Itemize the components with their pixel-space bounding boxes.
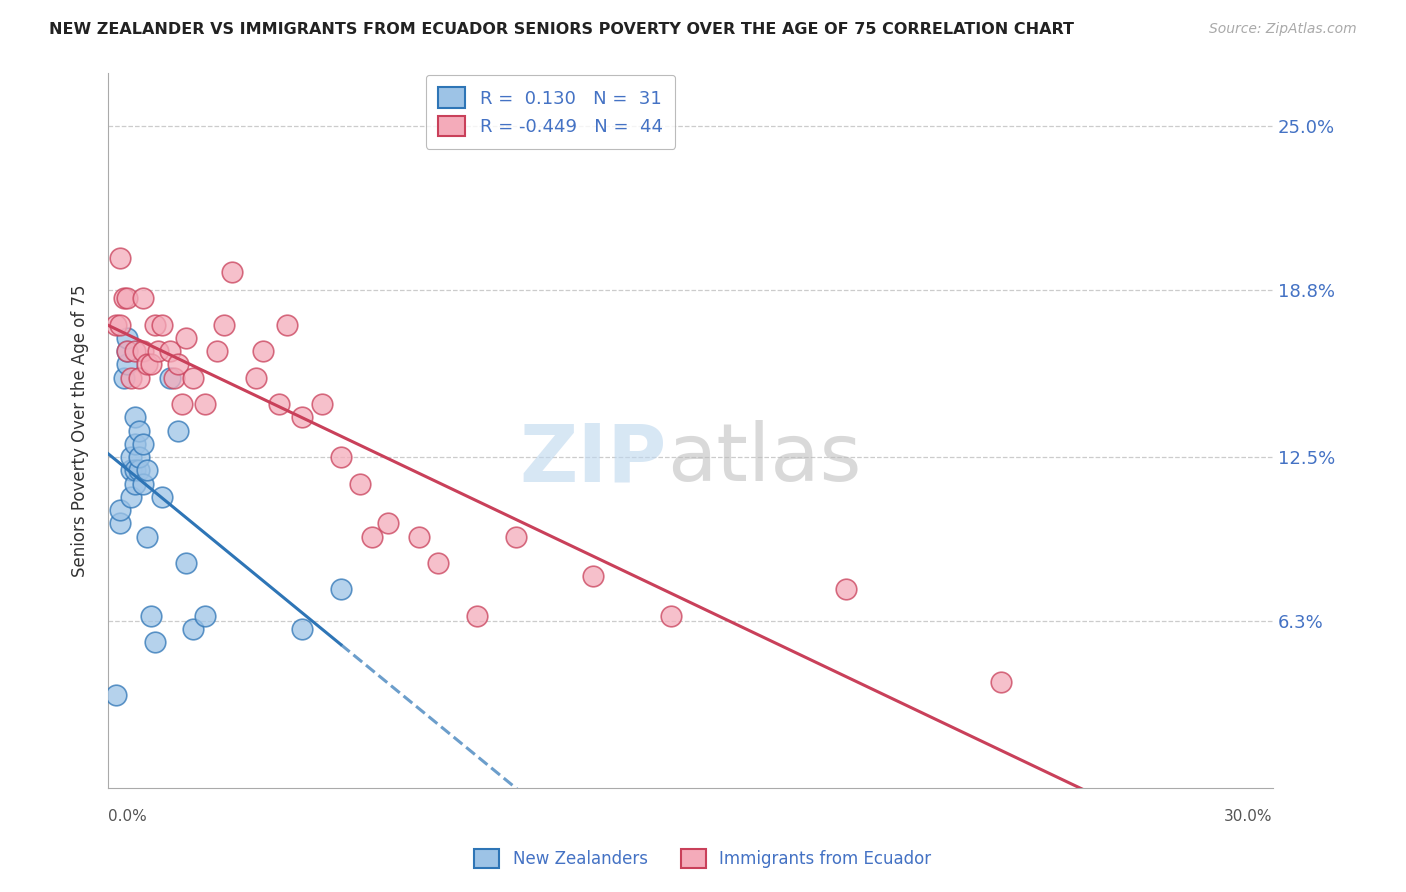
Point (135, 357, 157, 371)
Point (124, 344, 146, 359)
Point (183, 622, 205, 636)
Point (361, 529, 384, 543)
Point (112, 291, 135, 305)
Point (139, 609, 162, 624)
Text: NEW ZEALANDER VS IMMIGRANTS FROM ECUADOR SENIORS POVERTY OVER THE AGE OF 75 CORR: NEW ZEALANDER VS IMMIGRANTS FROM ECUADOR… (49, 22, 1074, 37)
Point (128, 450, 150, 464)
Point (104, 318, 127, 332)
Point (349, 476, 371, 491)
Point (112, 370, 135, 384)
Point (148, 344, 170, 359)
Point (267, 397, 290, 411)
Point (135, 463, 157, 477)
Point (117, 357, 139, 371)
Point (167, 424, 190, 438)
Point (465, 609, 488, 624)
Point (276, 318, 298, 332)
Point (117, 344, 139, 359)
Point (120, 463, 142, 477)
Point (427, 556, 450, 570)
Text: ZIP: ZIP (520, 420, 666, 498)
Point (132, 476, 155, 491)
Point (132, 344, 155, 359)
Point (291, 410, 314, 425)
Point (120, 450, 142, 464)
Point (174, 331, 197, 345)
Point (582, 569, 605, 583)
Point (408, 529, 430, 543)
Point (104, 689, 127, 703)
Point (150, 490, 173, 504)
Point (505, 529, 527, 543)
Point (128, 463, 150, 477)
Point (128, 424, 150, 438)
Point (659, 609, 682, 624)
Point (194, 609, 217, 624)
Point (311, 397, 333, 411)
Point (124, 410, 146, 425)
Point (205, 344, 228, 359)
Point (143, 318, 166, 332)
Point (117, 344, 139, 359)
Point (139, 357, 162, 371)
Point (150, 318, 173, 332)
Point (167, 357, 190, 371)
Point (117, 291, 139, 305)
Point (108, 503, 131, 517)
Legend: New Zealanders, Immigrants from Ecuador: New Zealanders, Immigrants from Ecuador (468, 842, 938, 875)
Point (128, 370, 150, 384)
Point (135, 529, 157, 543)
Point (214, 318, 236, 332)
Point (174, 556, 197, 570)
Point (124, 463, 146, 477)
Point (245, 370, 267, 384)
Y-axis label: Seniors Poverty Over the Age of 75: Seniors Poverty Over the Age of 75 (72, 285, 89, 577)
Point (183, 370, 205, 384)
Legend: R =  0.130   N =  31, R = -0.449   N =  44: R = 0.130 N = 31, R = -0.449 N = 44 (426, 75, 675, 149)
Point (159, 370, 181, 384)
Text: 30.0%: 30.0% (1225, 809, 1272, 824)
Point (159, 344, 181, 359)
Point (117, 331, 139, 345)
Point (252, 344, 274, 359)
Point (132, 291, 155, 305)
Point (163, 370, 186, 384)
Point (990, 675, 1012, 690)
Point (221, 265, 243, 279)
Point (143, 635, 166, 649)
Point (291, 622, 314, 636)
Point (124, 476, 146, 491)
Point (124, 437, 146, 451)
Point (108, 516, 131, 531)
Point (329, 450, 352, 464)
Text: atlas: atlas (666, 420, 862, 498)
Point (108, 252, 131, 266)
Point (377, 516, 399, 531)
Point (120, 370, 142, 384)
Text: 0.0%: 0.0% (108, 809, 146, 824)
Point (170, 397, 193, 411)
Text: Source: ZipAtlas.com: Source: ZipAtlas.com (1209, 22, 1357, 37)
Point (120, 490, 142, 504)
Point (194, 397, 217, 411)
Point (108, 318, 131, 332)
Point (132, 437, 155, 451)
Point (329, 582, 352, 597)
Point (834, 582, 856, 597)
